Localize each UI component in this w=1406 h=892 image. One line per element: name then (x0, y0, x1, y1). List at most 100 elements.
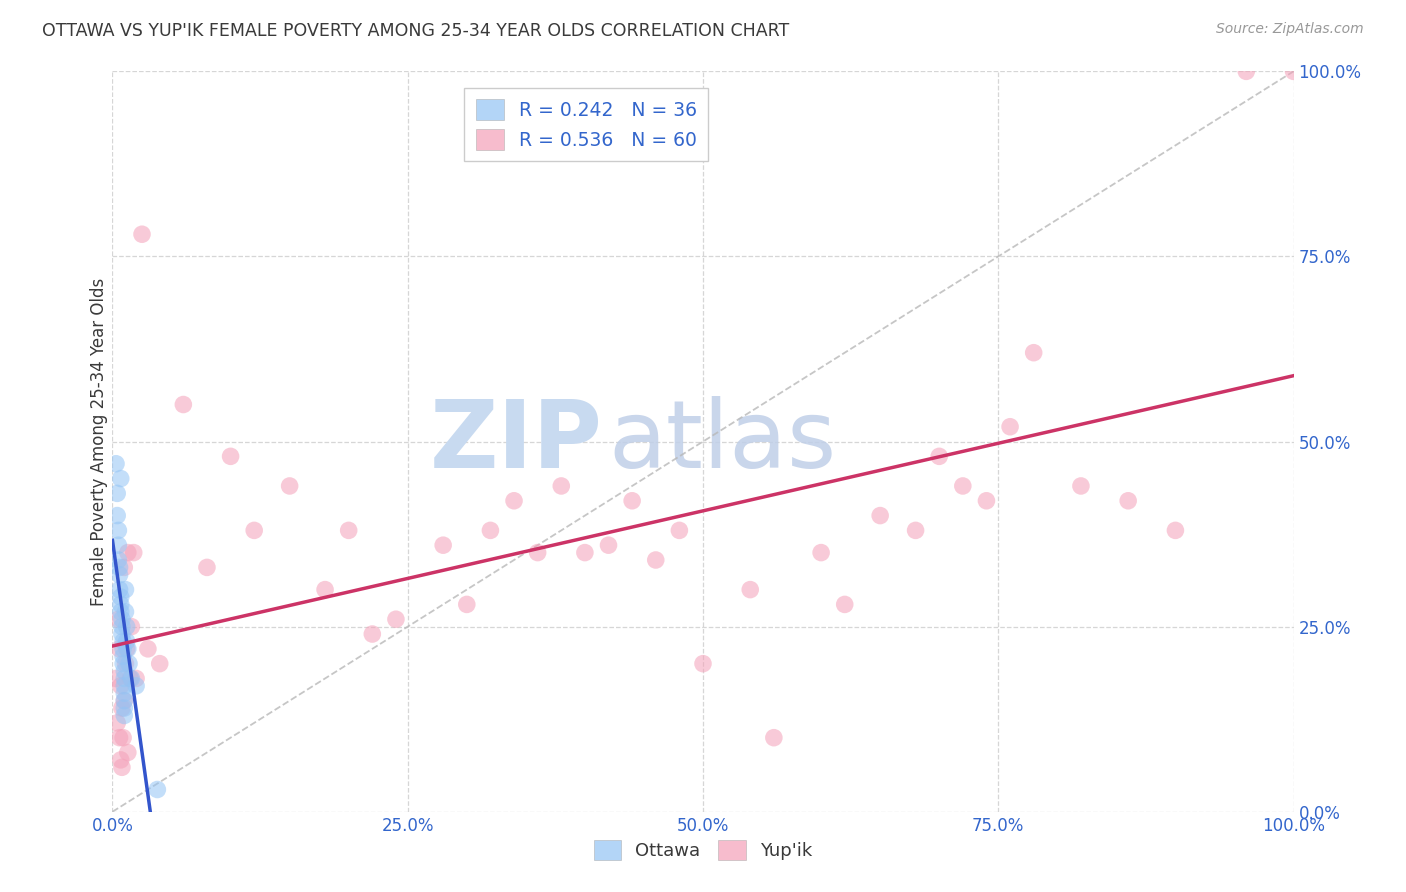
Point (112, 708, 135, 723)
Point (361, 627, 384, 641)
Point (112, 560, 135, 574)
Point (110, 679, 132, 693)
Point (115, 619, 138, 633)
Point (120, 672, 142, 686)
Point (314, 582, 336, 597)
Text: ZIP: ZIP (430, 395, 603, 488)
Point (110, 590, 132, 604)
Point (1234, 64, 1257, 78)
Point (110, 753, 132, 767)
Point (692, 657, 714, 671)
Point (117, 546, 139, 560)
Point (108, 582, 131, 597)
Text: atlas: atlas (609, 395, 837, 488)
Point (479, 524, 502, 538)
Point (869, 508, 891, 523)
Point (108, 641, 131, 656)
Point (115, 641, 138, 656)
Point (1116, 493, 1139, 508)
Point (120, 619, 142, 633)
Point (125, 672, 148, 686)
Point (110, 605, 132, 619)
Point (112, 672, 135, 686)
Point (114, 582, 136, 597)
Point (105, 486, 128, 500)
Point (1022, 345, 1045, 359)
Point (526, 546, 548, 560)
Point (117, 746, 139, 760)
Point (122, 546, 145, 560)
Point (1282, 64, 1305, 78)
Point (136, 641, 159, 656)
Point (105, 715, 128, 730)
Point (115, 634, 138, 648)
Point (219, 450, 242, 464)
Point (337, 524, 360, 538)
Point (928, 450, 950, 464)
Legend: Ottawa, Yup'ik: Ottawa, Yup'ik (585, 831, 821, 870)
Point (762, 731, 785, 745)
Point (904, 524, 927, 538)
Point (105, 672, 128, 686)
Point (998, 419, 1021, 434)
Point (118, 657, 141, 671)
Point (107, 612, 129, 626)
Point (574, 546, 596, 560)
Text: Source: ZipAtlas.com: Source: ZipAtlas.com (1216, 22, 1364, 37)
Point (112, 731, 135, 745)
Point (740, 582, 762, 597)
Point (111, 627, 134, 641)
Point (114, 657, 136, 671)
Point (105, 457, 128, 471)
Point (117, 641, 139, 656)
Point (112, 649, 135, 664)
Point (125, 679, 148, 693)
Y-axis label: Female Poverty Among 25-34 Year Olds: Female Poverty Among 25-34 Year Olds (90, 277, 108, 606)
Point (810, 546, 832, 560)
Point (668, 524, 690, 538)
Point (107, 524, 129, 538)
Point (112, 694, 135, 708)
Point (114, 605, 136, 619)
Point (146, 782, 169, 797)
Point (108, 731, 131, 745)
Point (550, 479, 572, 493)
Point (621, 493, 644, 508)
Point (111, 612, 134, 626)
Text: OTTAWA VS YUP'IK FEMALE POVERTY AMONG 25-34 YEAR OLDS CORRELATION CHART: OTTAWA VS YUP'IK FEMALE POVERTY AMONG 25… (42, 22, 789, 40)
Point (149, 657, 172, 671)
Point (112, 634, 135, 648)
Point (834, 598, 856, 612)
Point (112, 694, 135, 708)
Point (105, 508, 128, 523)
Point (112, 657, 135, 671)
Point (278, 479, 301, 493)
Point (112, 641, 135, 656)
Point (110, 471, 132, 485)
Point (107, 553, 129, 567)
Point (195, 560, 218, 574)
Point (107, 538, 129, 552)
Point (172, 397, 194, 411)
Point (456, 598, 478, 612)
Point (432, 538, 454, 552)
Point (108, 560, 131, 574)
Point (111, 619, 134, 633)
Point (503, 493, 526, 508)
Point (644, 553, 666, 567)
Point (952, 479, 974, 493)
Point (598, 538, 620, 552)
Point (110, 598, 132, 612)
Point (385, 612, 408, 626)
Point (112, 686, 135, 700)
Point (111, 701, 134, 715)
Point (111, 760, 134, 774)
Point (976, 493, 998, 508)
Point (131, 227, 153, 242)
Point (243, 524, 266, 538)
Point (112, 701, 135, 715)
Point (120, 672, 142, 686)
Point (1070, 479, 1092, 493)
Point (1164, 524, 1187, 538)
Point (112, 664, 135, 678)
